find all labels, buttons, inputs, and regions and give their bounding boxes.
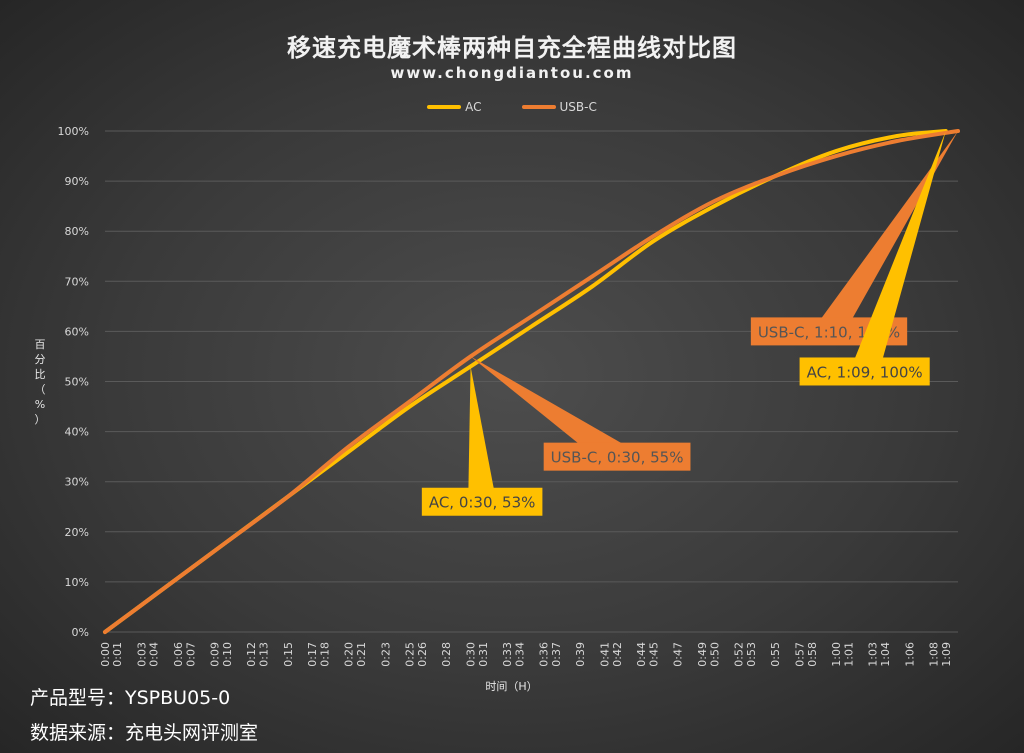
x-tick-label: 0:45 <box>647 642 660 667</box>
x-tick-label: 0:28 <box>440 642 453 667</box>
y-tick-label: 50% <box>65 376 89 389</box>
x-tick-label: 0:30 <box>465 642 478 667</box>
y-tick-label: 70% <box>65 275 89 288</box>
x-tick-label: 1:06 <box>903 642 916 667</box>
data-source: 数据来源：充电头网评测室 <box>30 722 259 744</box>
legend-swatch-usbc <box>521 105 556 109</box>
callout-label: AC, 1:09, 100% <box>807 363 923 381</box>
x-tick-label: 0:23 <box>379 642 392 667</box>
x-tick-label: 0:37 <box>550 642 563 667</box>
x-tick-label: 0:34 <box>513 642 526 667</box>
x-tick-label: 1:08 <box>928 642 941 667</box>
x-tick-label: 0:06 <box>172 642 185 667</box>
y-tick-label: 40% <box>65 426 89 439</box>
x-tick-label: 0:13 <box>257 642 270 667</box>
x-tick-label: 0:09 <box>209 642 222 667</box>
x-tick-label: 1:03 <box>867 642 880 667</box>
x-tick-label: 0:20 <box>343 642 356 667</box>
x-tick-label: 0:00 <box>99 642 112 667</box>
legend-label-usbc: USB-C <box>559 100 597 114</box>
callout-box <box>799 357 930 386</box>
x-tick-label: 0:42 <box>611 642 624 667</box>
legend: AC USB-C <box>0 100 1024 114</box>
x-tick-label: 1:09 <box>940 642 953 667</box>
y-axis-title: 百分比（%） <box>35 338 46 426</box>
product-model: 产品型号：YSPBU05-0 <box>30 687 231 709</box>
x-tick-label: 0:15 <box>282 642 295 667</box>
x-tick-label: 0:49 <box>696 642 709 667</box>
x-tick-label: 0:52 <box>733 642 746 667</box>
callout-pointer <box>470 356 625 469</box>
x-tick-label: 0:31 <box>477 642 490 667</box>
x-tick-label: 0:57 <box>794 642 807 667</box>
x-tick-label: 0:47 <box>672 642 685 667</box>
x-axis-title: 时间（H） <box>485 680 537 693</box>
x-tick-label: 1:01 <box>842 642 855 667</box>
x-tick-label: 0:44 <box>635 642 648 667</box>
x-tick-label: 0:41 <box>599 642 612 667</box>
x-tick-label: 0:03 <box>136 642 149 667</box>
y-tick-label: 60% <box>65 325 89 338</box>
x-tick-label: 0:26 <box>416 642 429 667</box>
chart-subtitle: www.chongdiantou.com <box>390 64 634 82</box>
callout-pointer <box>468 366 497 503</box>
legend-item-usbc: USB-C <box>521 100 597 114</box>
x-tick-label: 0:12 <box>245 642 258 667</box>
callout-label: USB-C, 0:30, 55% <box>551 449 684 467</box>
legend-swatch-ac <box>427 105 462 109</box>
y-tick-label: 100% <box>58 125 89 138</box>
callout-box <box>421 487 543 516</box>
series-line-usbc <box>103 129 960 634</box>
x-tick-label: 0:58 <box>806 642 819 667</box>
x-tick-label: 0:04 <box>148 642 161 667</box>
x-tick-label: 0:50 <box>708 642 721 667</box>
x-tick-label: 0:21 <box>355 642 368 667</box>
x-tick-label: 0:55 <box>769 642 782 667</box>
x-tick-label: 0:01 <box>111 642 124 667</box>
y-tick-label: 20% <box>65 526 89 539</box>
x-tick-label: 0:18 <box>318 642 331 667</box>
callout-box <box>543 442 691 471</box>
x-tick-label: 1:00 <box>830 642 843 667</box>
x-tick-label: 0:07 <box>184 642 197 667</box>
x-tick-label: 0:10 <box>221 642 234 667</box>
x-tick-label: 0:39 <box>574 642 587 667</box>
x-tick-label: 0:53 <box>745 642 758 667</box>
x-tick-label: 0:17 <box>306 642 319 667</box>
x-tick-label: 0:33 <box>501 642 514 667</box>
chart-title: 移速充电魔术棒两种自充全程曲线对比图 <box>287 34 737 62</box>
legend-item-ac: AC <box>427 100 482 114</box>
callout-label: AC, 0:30, 53% <box>429 494 536 512</box>
callout-pointer <box>851 131 946 376</box>
y-tick-label: 30% <box>65 476 89 489</box>
y-tick-label: 10% <box>65 576 89 589</box>
legend-label-ac: AC <box>465 100 482 114</box>
y-tick-label: 80% <box>65 225 89 238</box>
y-tick-label: 90% <box>65 175 89 188</box>
y-tick-label: 0% <box>72 626 89 639</box>
x-tick-label: 1:04 <box>879 642 892 667</box>
x-tick-label: 0:36 <box>538 642 551 667</box>
callout-pointer <box>817 131 958 339</box>
x-tick-label: 0:25 <box>404 642 417 667</box>
